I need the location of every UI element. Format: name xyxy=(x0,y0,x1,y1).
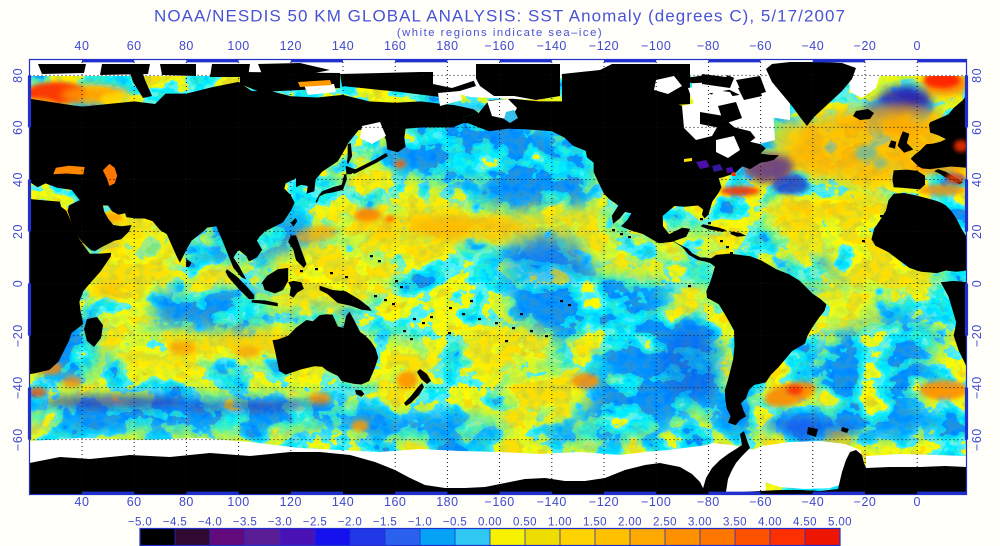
svg-text:40: 40 xyxy=(970,172,984,187)
svg-text:3.50: 3.50 xyxy=(723,517,747,529)
svg-text:−160: −160 xyxy=(485,495,515,509)
svg-text:−4.0: −4.0 xyxy=(198,517,222,529)
svg-text:−4.5: −4.5 xyxy=(163,517,187,529)
svg-text:−40: −40 xyxy=(801,39,824,53)
svg-text:1.00: 1.00 xyxy=(548,517,572,529)
svg-text:3.00: 3.00 xyxy=(688,517,712,529)
svg-text:−1.0: −1.0 xyxy=(408,517,432,529)
svg-text:−120: −120 xyxy=(589,39,619,53)
svg-text:4.50: 4.50 xyxy=(793,517,817,529)
svg-text:60: 60 xyxy=(127,39,142,53)
svg-text:80: 80 xyxy=(11,68,25,83)
svg-text:0: 0 xyxy=(11,280,25,287)
svg-text:−140: −140 xyxy=(537,495,567,509)
svg-text:0: 0 xyxy=(913,39,920,53)
svg-text:−0.5: −0.5 xyxy=(443,517,467,529)
svg-text:100: 100 xyxy=(227,39,249,53)
svg-text:0: 0 xyxy=(970,280,984,287)
svg-text:2.50: 2.50 xyxy=(653,517,677,529)
svg-text:−5.0: −5.0 xyxy=(128,517,152,529)
svg-text:−60: −60 xyxy=(749,39,772,53)
svg-text:−120: −120 xyxy=(589,495,619,509)
svg-text:−1.5: −1.5 xyxy=(373,517,397,529)
svg-text:−100: −100 xyxy=(641,495,671,509)
svg-text:−40: −40 xyxy=(970,376,984,399)
svg-text:60: 60 xyxy=(970,120,984,135)
svg-text:−3.5: −3.5 xyxy=(233,517,257,529)
svg-text:80: 80 xyxy=(970,68,984,83)
svg-text:−20: −20 xyxy=(970,324,984,347)
svg-text:160: 160 xyxy=(384,39,406,53)
svg-text:40: 40 xyxy=(75,39,90,53)
svg-text:140: 140 xyxy=(332,39,354,53)
svg-text:NOAA/NESDIS 50 KM GLOBAL ANALY: NOAA/NESDIS 50 KM GLOBAL ANALYSIS: SST A… xyxy=(154,7,846,26)
svg-text:−60: −60 xyxy=(749,495,772,509)
svg-text:60: 60 xyxy=(127,495,142,509)
svg-text:180: 180 xyxy=(436,495,458,509)
svg-text:−40: −40 xyxy=(11,376,25,399)
svg-text:2.00: 2.00 xyxy=(618,517,642,529)
svg-text:−160: −160 xyxy=(485,39,515,53)
svg-text:−60: −60 xyxy=(970,428,984,451)
svg-text:20: 20 xyxy=(11,224,25,239)
svg-text:−2.0: −2.0 xyxy=(338,517,362,529)
svg-text:80: 80 xyxy=(179,495,194,509)
svg-text:40: 40 xyxy=(11,172,25,187)
svg-text:−40: −40 xyxy=(801,495,824,509)
svg-text:20: 20 xyxy=(970,224,984,239)
svg-text:100: 100 xyxy=(227,495,249,509)
svg-text:−60: −60 xyxy=(11,428,25,451)
svg-text:−3.0: −3.0 xyxy=(268,517,292,529)
svg-text:160: 160 xyxy=(384,495,406,509)
svg-text:0: 0 xyxy=(913,495,920,509)
svg-text:−20: −20 xyxy=(854,495,877,509)
svg-text:180: 180 xyxy=(436,39,458,53)
svg-text:140: 140 xyxy=(332,495,354,509)
svg-text:−20: −20 xyxy=(854,39,877,53)
svg-text:5.00: 5.00 xyxy=(828,517,852,529)
svg-text:0.50: 0.50 xyxy=(513,517,537,529)
svg-text:−80: −80 xyxy=(697,495,720,509)
svg-text:120: 120 xyxy=(280,495,302,509)
svg-text:1.50: 1.50 xyxy=(583,517,607,529)
svg-text:−20: −20 xyxy=(11,324,25,347)
svg-text:−140: −140 xyxy=(537,39,567,53)
svg-text:−2.5: −2.5 xyxy=(303,517,327,529)
svg-text:80: 80 xyxy=(179,39,194,53)
svg-text:−80: −80 xyxy=(697,39,720,53)
svg-text:60: 60 xyxy=(11,120,25,135)
svg-text:(white regions indicate sea–ic: (white regions indicate sea–ice) xyxy=(397,27,603,39)
svg-text:−100: −100 xyxy=(641,39,671,53)
svg-text:40: 40 xyxy=(75,495,90,509)
svg-text:4.00: 4.00 xyxy=(758,517,782,529)
svg-text:120: 120 xyxy=(280,39,302,53)
svg-text:0.00: 0.00 xyxy=(478,517,502,529)
